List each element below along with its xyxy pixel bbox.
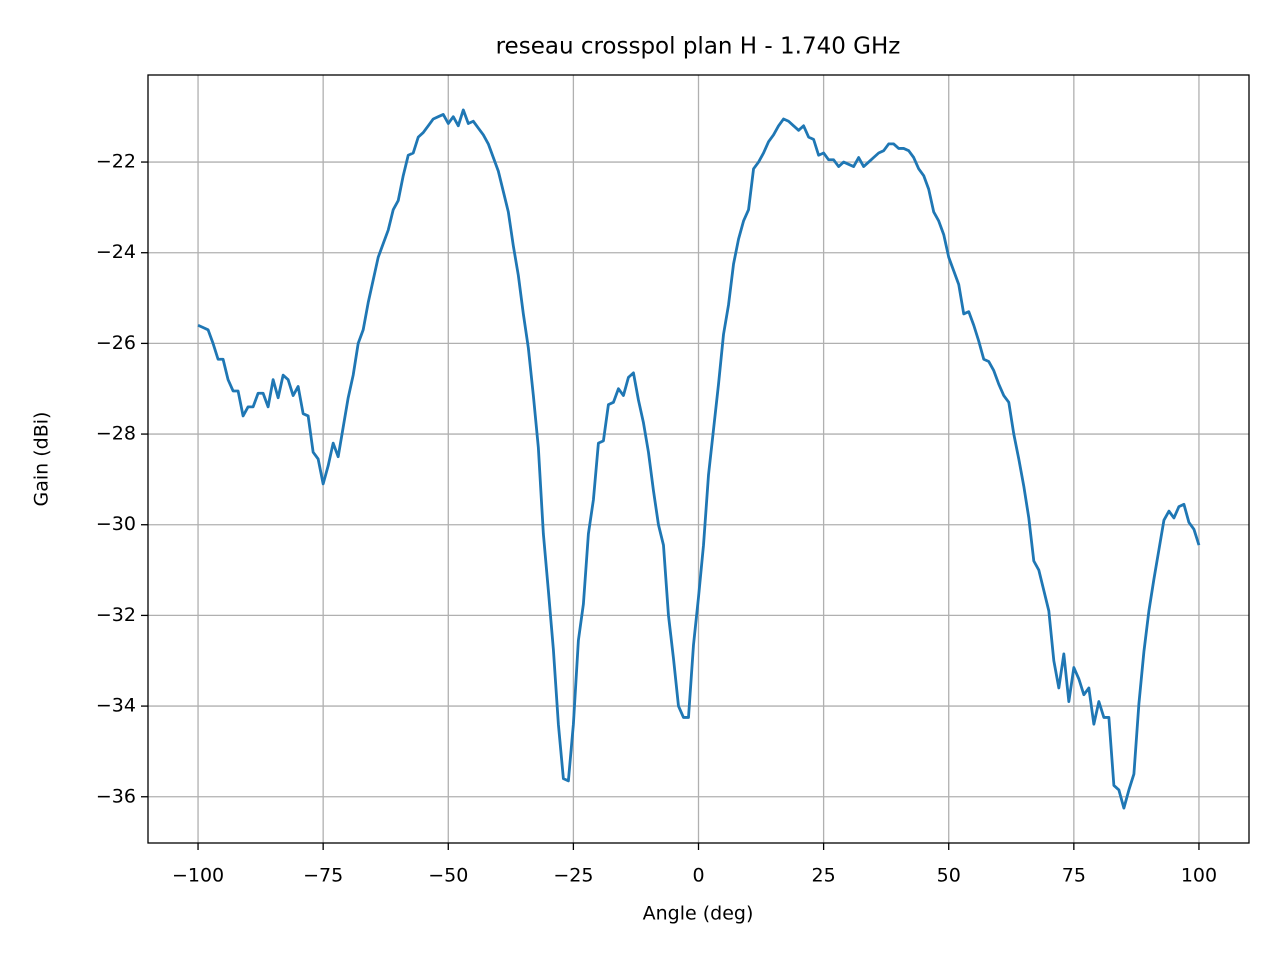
y-axis-label: Gain (dBi) [31, 412, 53, 507]
y-tick-label: −28 [96, 423, 136, 445]
y-tick-label: −36 [96, 785, 136, 807]
y-tick-label: −22 [96, 151, 136, 173]
x-tick-label: 0 [692, 865, 704, 887]
x-tick-label: 75 [1062, 865, 1086, 887]
data-line [197, 108, 1201, 810]
x-tick-label: −100 [172, 865, 224, 887]
y-tick-label: −32 [96, 604, 136, 626]
x-tick-label: −75 [303, 865, 343, 887]
y-tick-label: −26 [96, 332, 136, 354]
x-tick-label: 25 [812, 865, 836, 887]
y-tick-label: −34 [96, 695, 136, 717]
x-tick-label: 50 [937, 865, 961, 887]
x-tick-label: −50 [428, 865, 468, 887]
x-tick-label: 100 [1181, 865, 1217, 887]
plot-frame [147, 74, 1250, 844]
y-tick-label: −24 [96, 241, 136, 263]
x-tick-label: −25 [553, 865, 593, 887]
x-axis-label: Angle (deg) [643, 903, 754, 925]
chart-title: reseau crosspol plan H - 1.740 GHz [496, 34, 901, 60]
y-tick-label: −30 [96, 513, 136, 535]
